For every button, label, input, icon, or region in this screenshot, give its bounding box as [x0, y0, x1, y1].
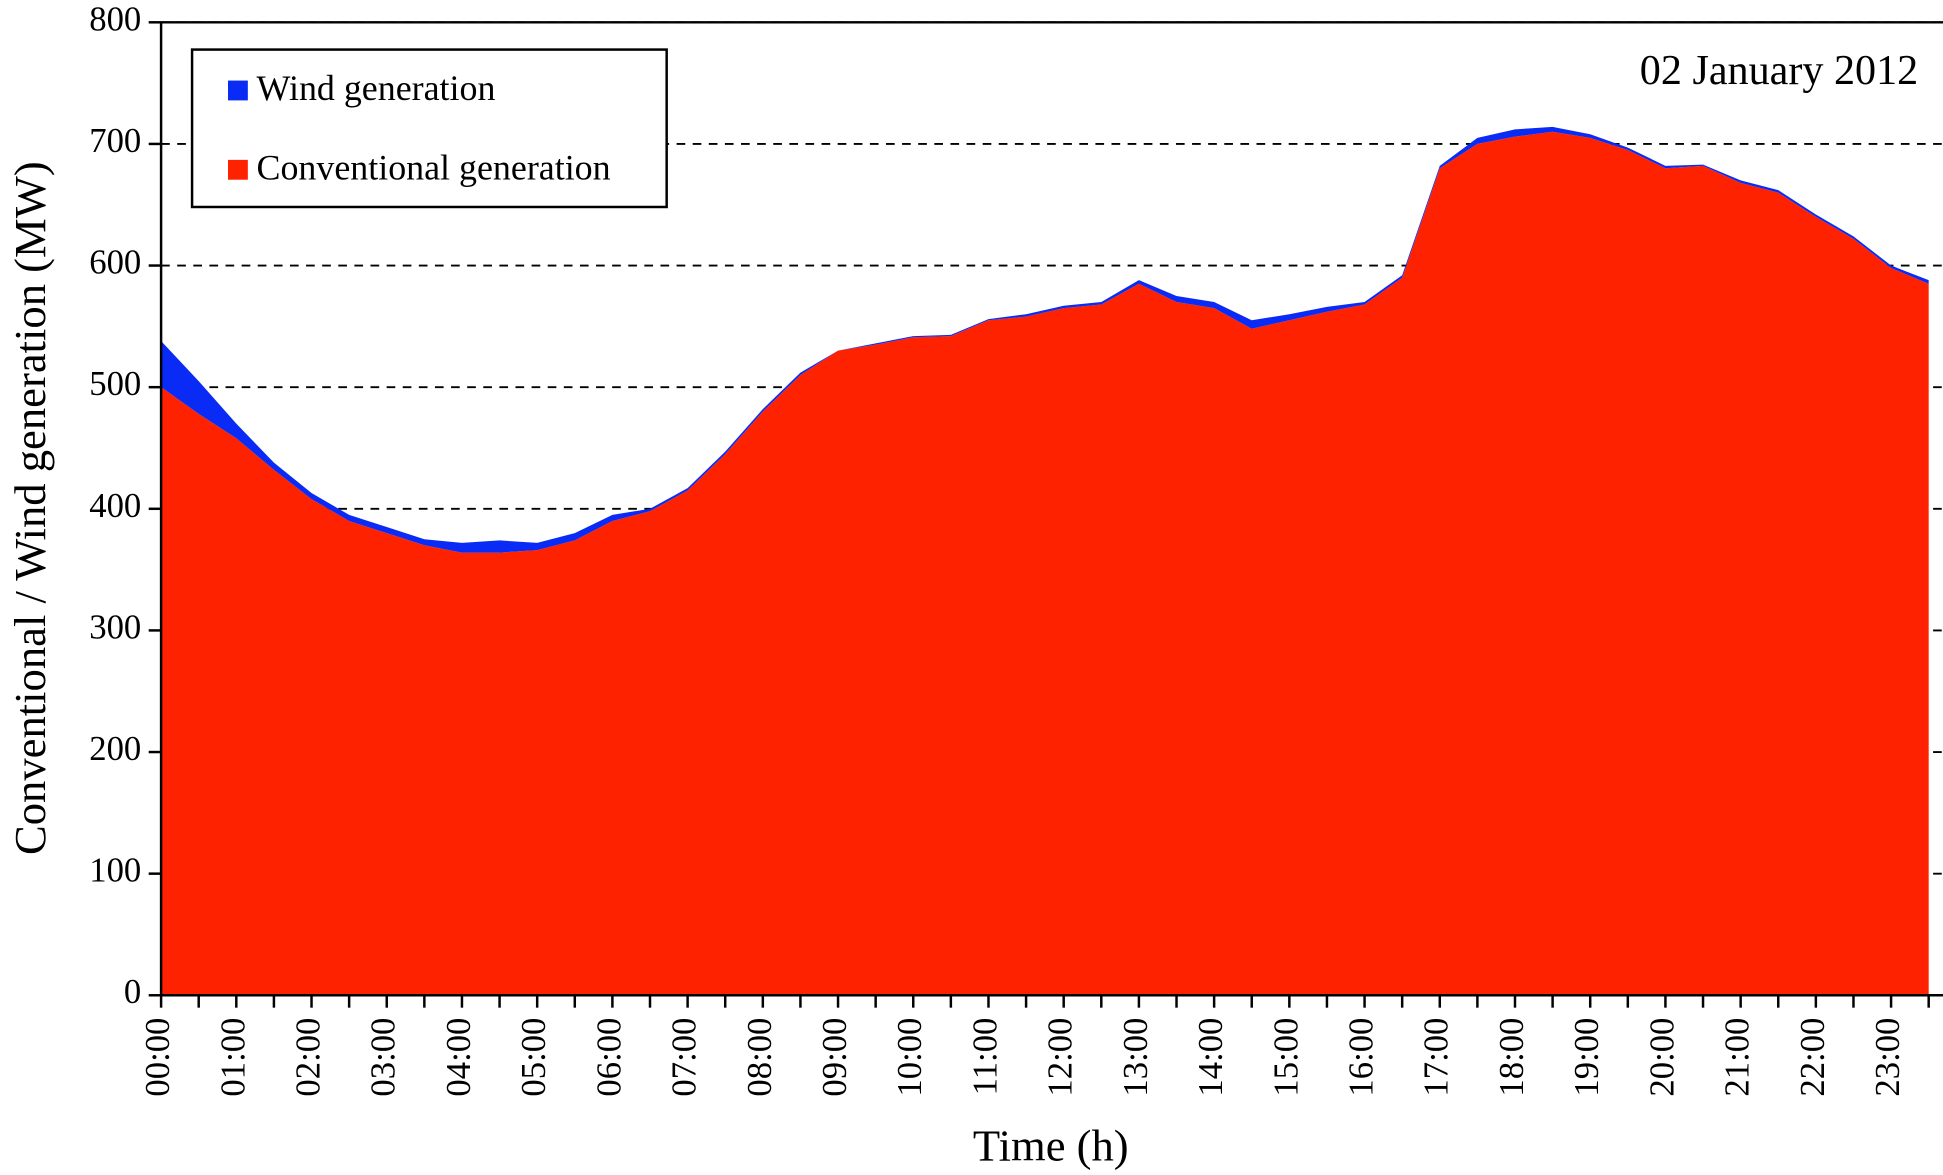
x-tick-label: 20:00 — [1642, 1018, 1681, 1097]
y-tick-label: 800 — [89, 0, 141, 38]
x-tick-label: 03:00 — [364, 1018, 403, 1097]
x-tick-label: 08:00 — [740, 1018, 779, 1097]
x-tick-label: 00:00 — [138, 1018, 177, 1097]
y-tick-label: 400 — [89, 486, 141, 525]
x-tick-label: 11:00 — [965, 1018, 1004, 1096]
legend-swatch — [228, 159, 248, 180]
area — [161, 131, 1929, 996]
x-tick-label: 15:00 — [1266, 1018, 1305, 1097]
x-tick-label: 05:00 — [514, 1018, 553, 1097]
x-tick-label: 01:00 — [213, 1018, 252, 1097]
legend-swatch — [228, 80, 248, 101]
x-tick-label: 19:00 — [1567, 1018, 1606, 1097]
x-tick-label: 18:00 — [1492, 1018, 1531, 1097]
y-tick-label: 700 — [89, 121, 141, 160]
x-tick-label: 23:00 — [1868, 1018, 1907, 1097]
x-tick-label: 06:00 — [589, 1018, 628, 1097]
x-tick-label: 04:00 — [439, 1018, 478, 1097]
x-axis-title: Time (h) — [973, 1120, 1129, 1170]
area — [161, 126, 1929, 553]
legend-label: Conventional generation — [257, 147, 611, 187]
x-tick-label: 17:00 — [1417, 1018, 1456, 1097]
x-tick-label: 09:00 — [815, 1018, 854, 1097]
legend-box — [190, 48, 668, 209]
annotation: 02 January 2012 — [1640, 47, 1918, 94]
x-tick-label: 07:00 — [665, 1018, 704, 1097]
legend-label: Wind generation — [257, 68, 496, 108]
x-tick-label: 12:00 — [1041, 1018, 1080, 1097]
y-tick-label: 100 — [89, 851, 141, 890]
x-tick-label: 22:00 — [1793, 1018, 1832, 1097]
y-tick-label: 600 — [89, 243, 141, 282]
y-tick-label: 200 — [89, 729, 141, 768]
y-axis-title: Conventional / Wind generation (MW) — [5, 161, 55, 855]
x-tick-label: 21:00 — [1718, 1018, 1757, 1097]
x-tick-label: 02:00 — [288, 1018, 327, 1097]
x-tick-label: 13:00 — [1116, 1018, 1155, 1097]
x-tick-label: 14:00 — [1191, 1018, 1230, 1097]
y-tick-label: 500 — [89, 364, 141, 403]
x-tick-label: 10:00 — [890, 1018, 929, 1097]
y-tick-label: 0 — [124, 972, 141, 1011]
x-tick-label: 16:00 — [1342, 1018, 1381, 1097]
y-tick-label: 300 — [89, 607, 141, 646]
